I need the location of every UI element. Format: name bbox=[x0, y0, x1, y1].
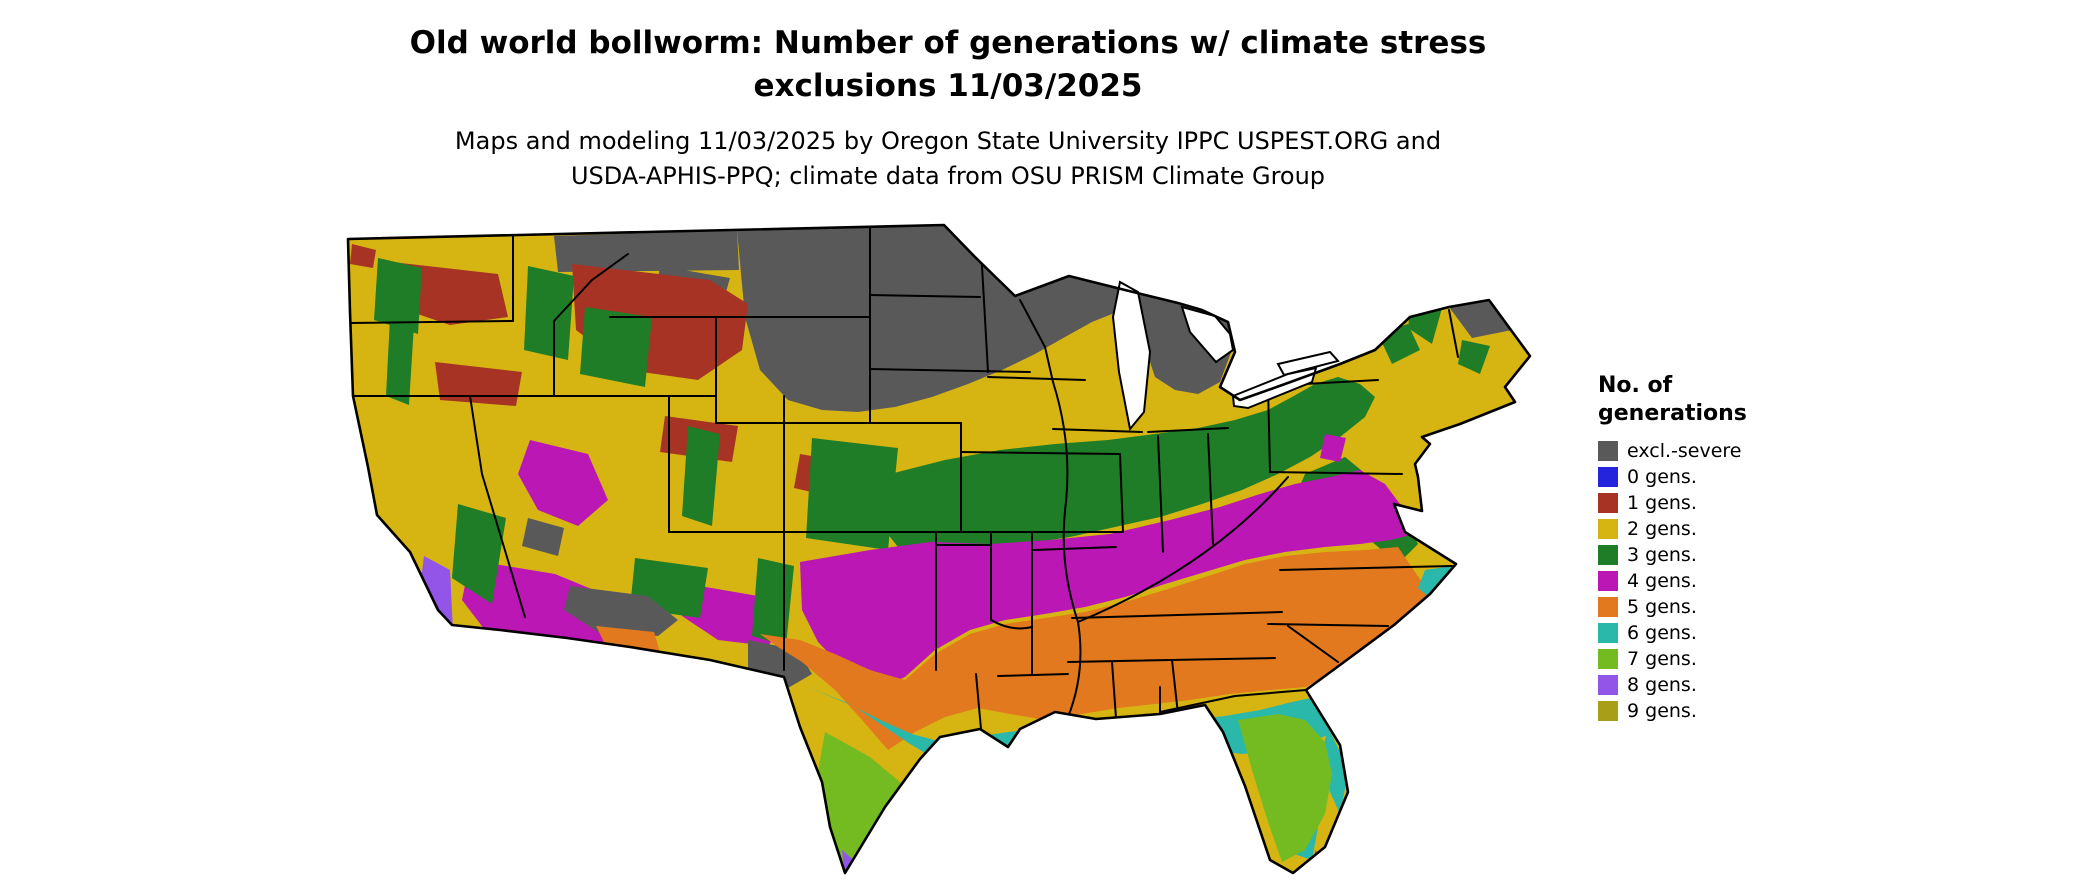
state-borders bbox=[349, 226, 1459, 741]
legend-label: 6 gens. bbox=[1627, 622, 1697, 644]
legend-swatch bbox=[1598, 441, 1618, 461]
legend-label: 4 gens. bbox=[1627, 570, 1697, 592]
map-subtitle-line2: USDA-APHIS-PPQ; climate data from OSU PR… bbox=[570, 162, 1326, 190]
legend-label: 8 gens. bbox=[1627, 674, 1697, 696]
legend-label: 2 gens. bbox=[1627, 518, 1697, 540]
legend-title-line2: generations bbox=[1598, 401, 1747, 426]
legend-swatch bbox=[1598, 493, 1618, 513]
map-title: Old world bollworm: Number of generation… bbox=[0, 22, 1896, 108]
legend-item: excl.-severe bbox=[1598, 438, 1848, 464]
legend-items: excl.-severe 0 gens. 1 gens. 2 gens. 3 gens.… bbox=[1598, 438, 1848, 724]
legend-item: 3 gens. bbox=[1598, 542, 1848, 568]
map-title-line2: exclusions 11/03/2025 bbox=[753, 68, 1143, 104]
legend-swatch bbox=[1598, 597, 1618, 617]
us-outline bbox=[346, 223, 1532, 875]
map-subtitle-line1: Maps and modeling 11/03/2025 by Oregon S… bbox=[454, 127, 1442, 155]
legend-swatch bbox=[1598, 649, 1618, 669]
legend-item: 4 gens. bbox=[1598, 568, 1848, 594]
legend-swatch bbox=[1598, 467, 1618, 487]
legend-swatch bbox=[1598, 623, 1618, 643]
legend-item: 1 gens. bbox=[1598, 490, 1848, 516]
legend-label: 3 gens. bbox=[1627, 544, 1697, 566]
legend-item: 9 gens. bbox=[1598, 698, 1848, 724]
legend: No. of generations excl.-severe 0 gens. 1 … bbox=[1598, 372, 1848, 724]
us-map-svg bbox=[346, 223, 1532, 875]
map-subtitle: Maps and modeling 11/03/2025 by Oregon S… bbox=[0, 124, 1896, 194]
legend-swatch bbox=[1598, 571, 1618, 591]
legend-item: 8 gens. bbox=[1598, 672, 1848, 698]
us-generations-map bbox=[330, 222, 1560, 882]
legend-item: 0 gens. bbox=[1598, 464, 1848, 490]
legend-title: No. of generations bbox=[1598, 372, 1848, 428]
map-region-8-gens-south bbox=[842, 850, 1326, 873]
legend-swatch bbox=[1598, 545, 1618, 565]
legend-swatch bbox=[1598, 675, 1618, 695]
great-lakes bbox=[1111, 280, 1340, 432]
map-region-8-gens-california bbox=[420, 556, 454, 650]
map-title-line1: Old world bollworm: Number of generation… bbox=[409, 25, 1487, 61]
legend-item: 2 gens. bbox=[1598, 516, 1848, 542]
legend-swatch bbox=[1598, 519, 1618, 539]
legend-label: 7 gens. bbox=[1627, 648, 1697, 670]
legend-label: 9 gens. bbox=[1627, 700, 1697, 722]
legend-label: 1 gens. bbox=[1627, 492, 1697, 514]
legend-item: 5 gens. bbox=[1598, 594, 1848, 620]
legend-title-line1: No. of bbox=[1598, 373, 1673, 398]
map-region-5-gens-band bbox=[760, 547, 1430, 750]
legend-item: 6 gens. bbox=[1598, 620, 1848, 646]
legend-label: 5 gens. bbox=[1627, 596, 1697, 618]
legend-item: 7 gens. bbox=[1598, 646, 1848, 672]
legend-swatch bbox=[1598, 701, 1618, 721]
legend-label: excl.-severe bbox=[1627, 440, 1742, 462]
map-region-4-gens-band bbox=[800, 434, 1422, 690]
legend-label: 0 gens. bbox=[1627, 466, 1697, 488]
